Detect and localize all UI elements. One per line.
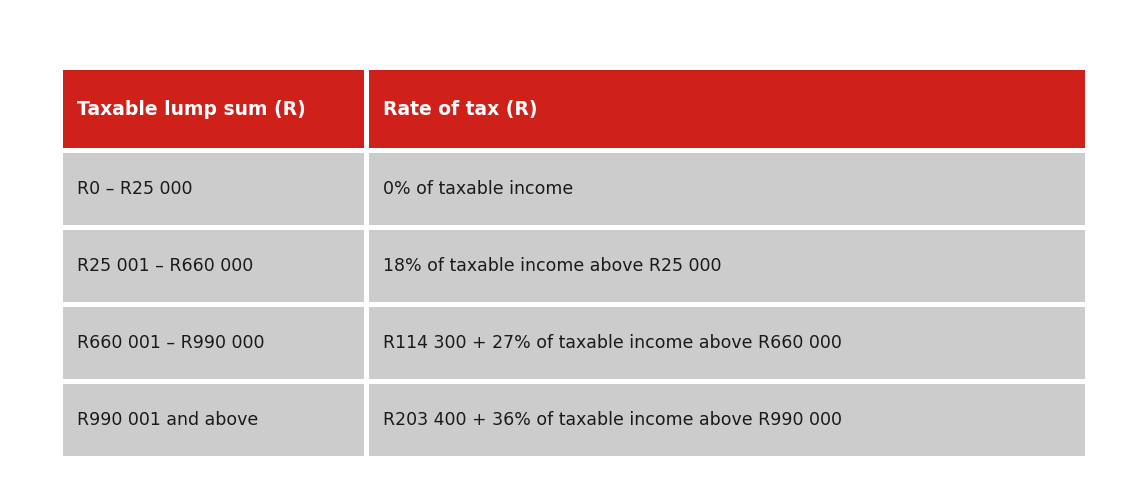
Text: R114 300 + 27% of taxable income above R660 000: R114 300 + 27% of taxable income above R… <box>383 334 842 352</box>
Text: Taxable lump sum (R): Taxable lump sum (R) <box>77 99 306 119</box>
Bar <box>369 384 1085 456</box>
Text: Rate of tax (R): Rate of tax (R) <box>383 99 538 119</box>
Text: R660 001 – R990 000: R660 001 – R990 000 <box>77 334 265 352</box>
Bar <box>63 70 365 148</box>
Bar <box>63 153 365 225</box>
Bar <box>63 307 365 379</box>
Bar <box>369 307 1085 379</box>
Text: R203 400 + 36% of taxable income above R990 000: R203 400 + 36% of taxable income above R… <box>383 411 843 429</box>
Text: R25 001 – R660 000: R25 001 – R660 000 <box>77 257 253 275</box>
Text: 18% of taxable income above R25 000: 18% of taxable income above R25 000 <box>383 257 721 275</box>
Bar <box>63 384 365 456</box>
Text: R0 – R25 000: R0 – R25 000 <box>77 180 193 198</box>
Text: R990 001 and above: R990 001 and above <box>77 411 258 429</box>
Text: 0% of taxable income: 0% of taxable income <box>383 180 574 198</box>
Bar <box>369 70 1085 148</box>
Bar <box>369 153 1085 225</box>
Bar <box>63 230 365 302</box>
Bar <box>369 230 1085 302</box>
